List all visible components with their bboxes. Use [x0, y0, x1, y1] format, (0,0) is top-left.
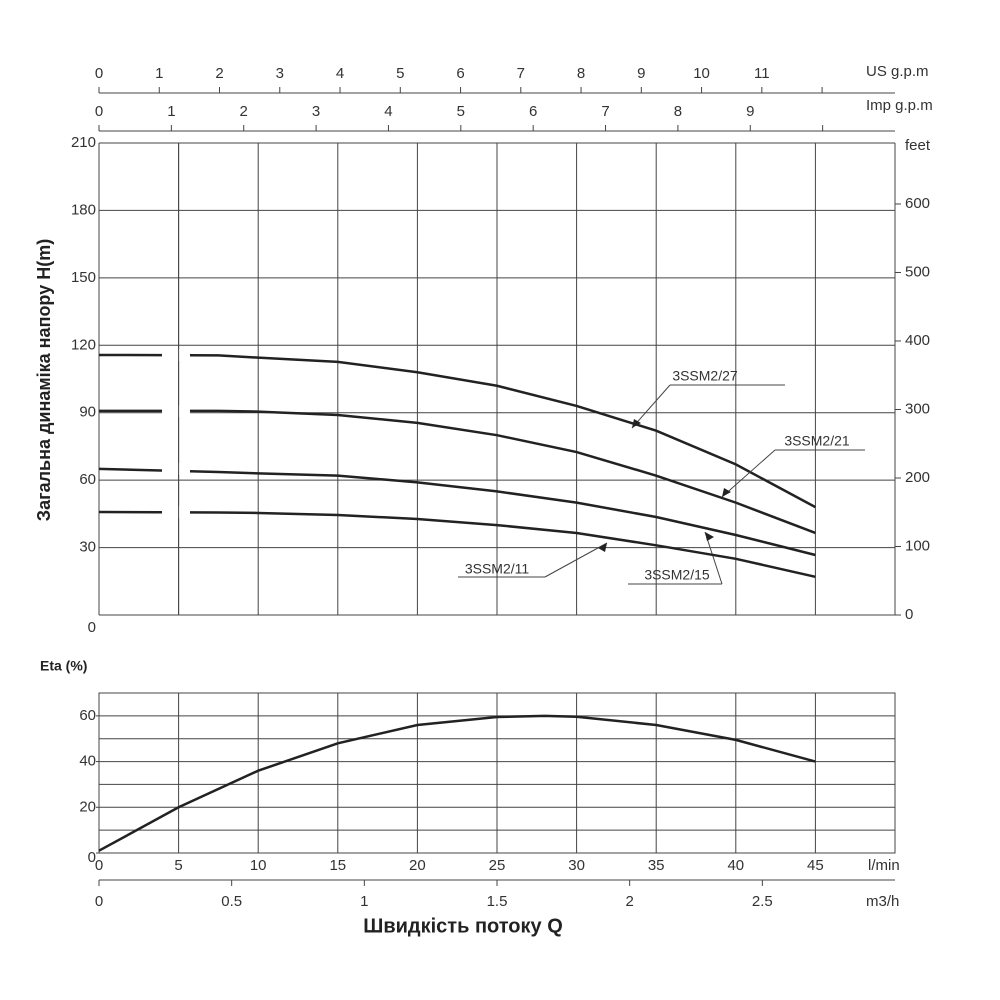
x2-tick-label: 2.5: [752, 893, 773, 910]
dash-gap: [162, 462, 190, 475]
label-arrow: [598, 543, 607, 552]
series-line: [99, 409, 816, 535]
top-axis-tick-label: 2: [240, 103, 248, 120]
series-line: [98, 467, 816, 557]
x-tick-label: 30: [568, 857, 585, 874]
top-axis-tick-label: 2: [215, 65, 223, 82]
x-tick-label: 5: [174, 857, 182, 874]
label-leader: [631, 384, 671, 429]
dash-gap: [162, 506, 190, 519]
y-tick-label: 60: [79, 471, 96, 488]
y-tick-label: 40: [79, 753, 96, 770]
x-tick-label: 15: [329, 857, 346, 874]
top-axis-tick-label: 11: [754, 65, 770, 82]
series-line: [98, 353, 816, 509]
top-axis-tick-label: 7: [517, 65, 525, 82]
top-axis-tick-label: 9: [746, 103, 754, 120]
x2-axis-title: m3/h: [866, 893, 899, 910]
y-tick-label: 60: [79, 707, 96, 724]
top-axis-title: US g.p.m: [866, 63, 929, 80]
label-leader: [544, 542, 608, 578]
y-tick-label: 0: [88, 619, 96, 636]
y2-tick-label: 400: [905, 332, 930, 349]
top-axis-tick-label: 4: [384, 103, 392, 120]
label-arrow: [722, 488, 731, 497]
x2-tick-label: 2: [625, 893, 633, 910]
x-tick-label: 35: [648, 857, 665, 874]
y-tick-label: 180: [71, 201, 96, 218]
top-axis-tick-label: 1: [155, 65, 163, 82]
dash-gap: [162, 348, 190, 361]
x-axis-title: l/min: [868, 857, 900, 874]
series-line: [98, 714, 816, 852]
y2-tick-label: 200: [905, 469, 930, 486]
y2-tick-label: 500: [905, 263, 930, 280]
y-tick-label: 150: [71, 269, 96, 286]
x2-tick-label: 0.5: [221, 893, 242, 910]
y2-tick-label: 600: [905, 195, 930, 212]
label-leader: [704, 531, 723, 585]
top-axis-title: Imp g.p.m: [866, 97, 933, 114]
x2-tick-label: 1.5: [487, 893, 508, 910]
top-axis-tick-label: 6: [529, 103, 537, 120]
y2-tick-label: 100: [905, 537, 930, 554]
y-axis-title: Загальна динаміка напору H(m): [34, 239, 54, 521]
x-tick-label: 45: [807, 857, 824, 874]
legend-label: 3SSM2/27: [672, 368, 738, 384]
top-axis-tick-label: 10: [693, 65, 710, 82]
x2-tick-label: 0: [95, 893, 103, 910]
top-axis-tick-label: 9: [637, 65, 645, 82]
top-axis-tick-label: 5: [396, 65, 404, 82]
y2-axis-title: feet: [905, 137, 931, 154]
legend-label: 3SSM2/15: [644, 567, 710, 583]
series-line: [98, 510, 816, 579]
y-axis-title: Eta (%): [40, 658, 87, 674]
y-tick-label: 0: [88, 849, 96, 866]
x-tick-label: 40: [727, 857, 744, 874]
top-axis-tick-label: 1: [167, 103, 175, 120]
legend-label: 3SSM2/11: [465, 561, 530, 577]
top-axis-tick-label: 3: [276, 65, 284, 82]
top-axis-tick-label: 0: [95, 65, 103, 82]
top-axis-tick-label: 7: [601, 103, 609, 120]
y-tick-label: 30: [79, 539, 96, 556]
y-tick-label: 20: [79, 798, 96, 815]
x-tick-label: 25: [489, 857, 506, 874]
x-tick-label: 20: [409, 857, 426, 874]
top-axis-tick-label: 8: [674, 103, 682, 120]
top-axis-tick-label: 0: [95, 103, 103, 120]
top-axis-tick-label: 8: [577, 65, 585, 82]
legend-label: 3SSM2/21: [784, 433, 850, 449]
y-tick-label: 120: [71, 336, 96, 353]
y-tick-label: 90: [79, 404, 96, 421]
top-axis-tick-label: 3: [312, 103, 320, 120]
y2-tick-label: 300: [905, 400, 930, 417]
y2-tick-label: 0: [905, 606, 913, 623]
dash-gap: [162, 404, 190, 417]
label-arrow: [705, 532, 714, 541]
x2-tick-label: 1: [360, 893, 368, 910]
y-tick-label: 210: [71, 134, 96, 151]
top-axis-tick-label: 5: [457, 103, 465, 120]
top-axis-tick-label: 4: [336, 65, 344, 82]
x-axis-main-title: Швидкість потоку Q: [363, 915, 563, 937]
top-axis-tick-label: 6: [456, 65, 464, 82]
label-leader: [721, 449, 776, 498]
x-tick-label: 10: [250, 857, 267, 874]
label-arrow: [632, 419, 641, 428]
x-tick-label: 0: [95, 857, 103, 874]
